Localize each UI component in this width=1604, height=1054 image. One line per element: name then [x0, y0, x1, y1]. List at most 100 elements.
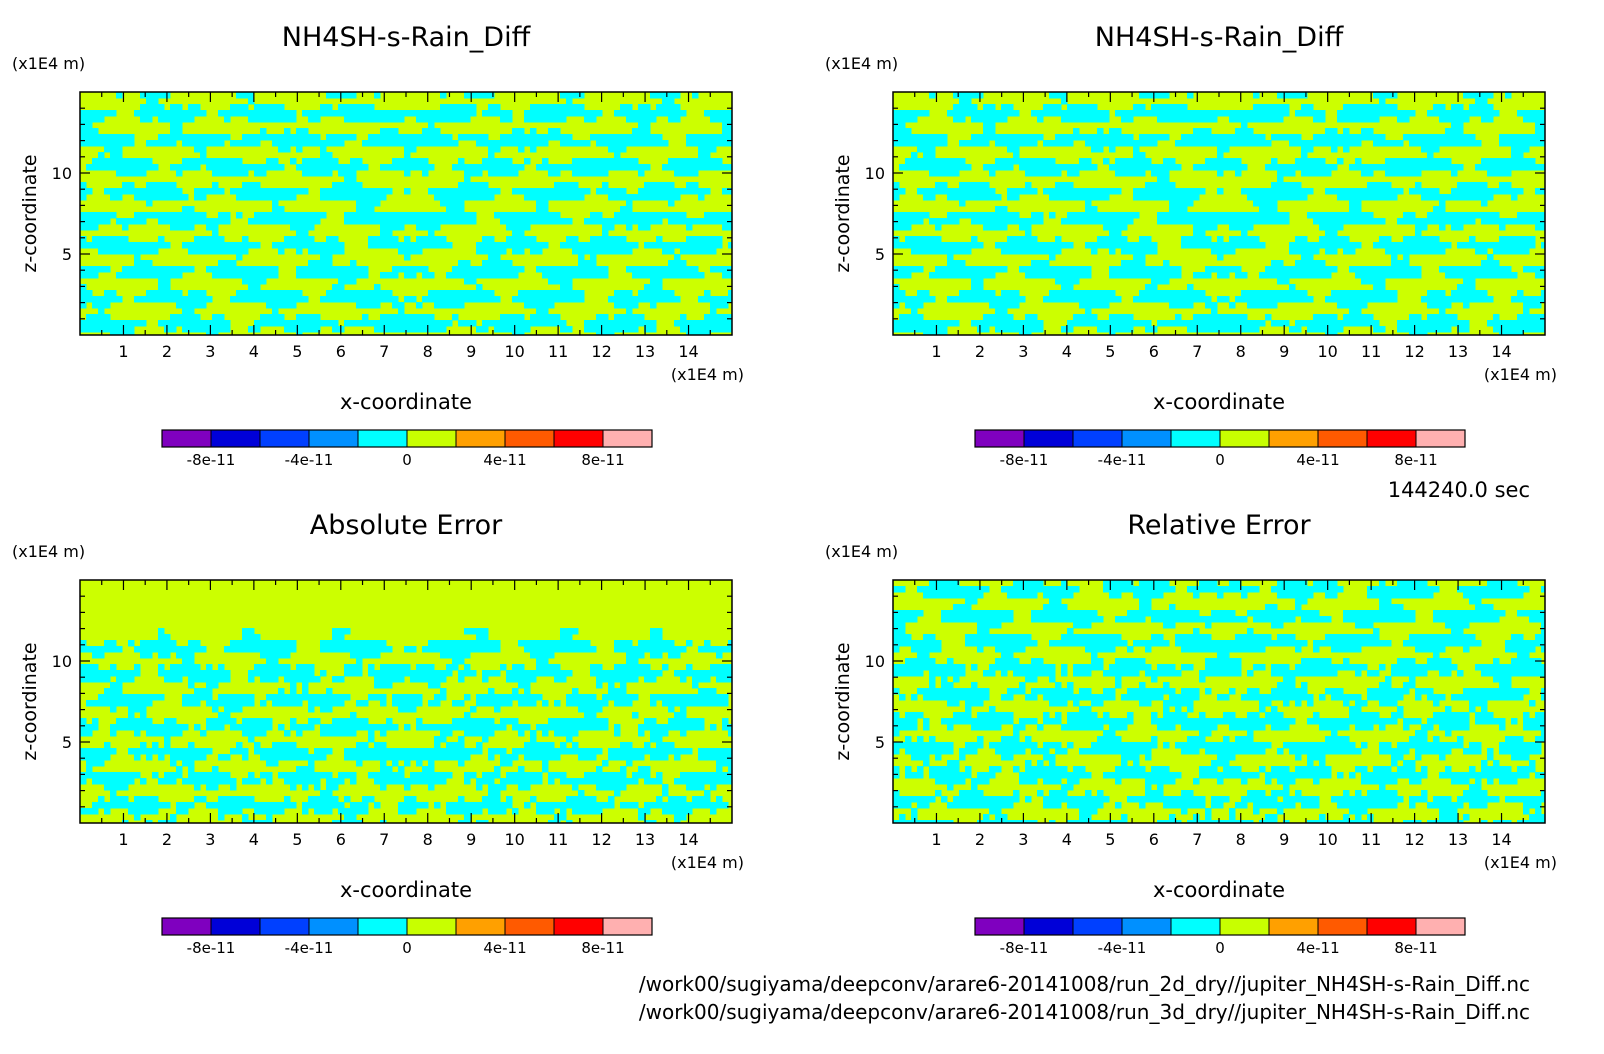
colorbar-label: 8e-11: [1394, 451, 1437, 469]
colorbar-band: [554, 430, 604, 447]
colorbar-label: 8e-11: [581, 939, 624, 957]
colorbar-label: 0: [1215, 451, 1225, 469]
contour-fill: [893, 580, 1545, 823]
colorbar-label: 4e-11: [1296, 451, 1339, 469]
colorbar-label: 4e-11: [1296, 939, 1339, 957]
x-tick-label: 5: [1105, 830, 1115, 849]
y-unit-label: (x1E4 m): [12, 542, 85, 561]
y-tick-label: 10: [865, 164, 885, 183]
colorbar-band: [1367, 918, 1417, 935]
x-tick-label: 5: [292, 830, 302, 849]
x-tick-label: 4: [1062, 342, 1072, 361]
x-tick-label: 10: [504, 342, 524, 361]
x-tick-label: 9: [1279, 342, 1289, 361]
colorbar-band: [505, 918, 555, 935]
colorbar-band: [1122, 918, 1172, 935]
chart-panel-2: NH4SH-s-Rain_Diff(x1E4 m)1 2 3 4 5 6 7 8 9 10 11 12…: [825, 22, 1557, 469]
x-tick-label: 10: [1317, 830, 1337, 849]
colorbar-band: [1269, 918, 1319, 935]
colorbar-band: [554, 918, 604, 935]
x-unit-label: (x1E4 m): [671, 853, 744, 872]
x-tick-label: 11: [1361, 342, 1381, 361]
y-tick-label: 10: [52, 652, 72, 671]
file-path-3d: /work00/sugiyama/deepconv/arare6-2014100…: [639, 1000, 1530, 1024]
colorbar-band: [1171, 430, 1221, 447]
x-tick-label: 11: [548, 830, 568, 849]
colorbar-label: 8e-11: [581, 451, 624, 469]
x-tick-label: 14: [1491, 830, 1511, 849]
x-tick-label: 12: [1404, 830, 1424, 849]
colorbar-label: -8e-11: [1000, 939, 1049, 957]
x-tick-label: 6: [1149, 342, 1159, 361]
y-axis-label: z-coordinate: [832, 642, 854, 760]
x-tick-label: 3: [205, 342, 215, 361]
x-tick-label: 6: [336, 830, 346, 849]
y-unit-label: (x1E4 m): [825, 542, 898, 561]
x-tick-label: 13: [635, 342, 655, 361]
y-tick-label: 5: [875, 733, 885, 752]
colorbar-band: [1416, 918, 1466, 935]
file-path-2d: /work00/sugiyama/deepconv/arare6-2014100…: [639, 972, 1530, 996]
colorbar-band: [456, 430, 506, 447]
x-tick-label: 13: [1448, 342, 1468, 361]
x-tick-label: 7: [379, 830, 389, 849]
colorbar-label: 4e-11: [483, 451, 526, 469]
chart-panel-1: NH4SH-s-Rain_Diff(x1E4 m)1 2 3 4 5 6 7 8 9 10 11 12…: [12, 22, 744, 469]
colorbar-band: [1024, 918, 1074, 935]
y-tick-label: 5: [875, 245, 885, 264]
chart-title: NH4SH-s-Rain_Diff: [1095, 22, 1345, 53]
x-tick-label: 14: [1491, 342, 1511, 361]
y-tick-label: 5: [62, 245, 72, 264]
colorbar-label: -8e-11: [1000, 451, 1049, 469]
x-tick-label: 5: [292, 342, 302, 361]
x-unit-label: (x1E4 m): [1484, 853, 1557, 872]
colorbar-band: [456, 918, 506, 935]
x-tick-label: 3: [205, 830, 215, 849]
colorbar-band: [505, 430, 555, 447]
colorbar-band: [407, 918, 457, 935]
colorbar-label: -4e-11: [1098, 451, 1147, 469]
colorbar-band: [1073, 918, 1123, 935]
colorbar-band: [162, 430, 212, 447]
colorbar: -8e-11 -4e-11 0 4e-11 8e-11: [974, 429, 1466, 469]
x-tick-label: 1: [931, 342, 941, 361]
x-tick-label: 6: [336, 342, 346, 361]
colorbar-band: [1073, 430, 1123, 447]
colorbar-band: [407, 430, 457, 447]
colorbar-band: [162, 918, 212, 935]
colorbar-band: [358, 918, 408, 935]
x-axis-label: x-coordinate: [1153, 390, 1285, 414]
colorbar-band: [1367, 430, 1417, 447]
colorbar-band: [975, 430, 1025, 447]
colorbar-band: [309, 430, 359, 447]
colorbar-band: [1416, 430, 1466, 447]
colorbar-label: -8e-11: [187, 451, 236, 469]
chart-title: Relative Error: [1127, 510, 1311, 541]
colorbar-band: [260, 918, 310, 935]
x-tick-label: 2: [162, 830, 172, 849]
y-axis-label: z-coordinate: [19, 154, 41, 272]
colorbar: -8e-11 -4e-11 0 4e-11 8e-11: [974, 917, 1466, 957]
contour-fill: [80, 580, 732, 823]
x-tick-label: 13: [635, 830, 655, 849]
colorbar-band: [603, 430, 653, 447]
y-axis-label: z-coordinate: [832, 154, 854, 272]
x-tick-label: 2: [162, 342, 172, 361]
timestamp-label: 144240.0 sec: [1388, 478, 1530, 502]
x-tick-label: 9: [1279, 830, 1289, 849]
contour-fill: [80, 92, 732, 335]
colorbar-label: 8e-11: [1394, 939, 1437, 957]
x-tick-label: 3: [1018, 830, 1028, 849]
x-tick-label: 7: [1192, 342, 1202, 361]
colorbar-band: [1318, 430, 1368, 447]
y-unit-label: (x1E4 m): [12, 54, 85, 73]
y-tick-label: 10: [52, 164, 72, 183]
x-tick-label: 4: [249, 342, 259, 361]
x-tick-label: 1: [118, 830, 128, 849]
colorbar-band: [211, 430, 261, 447]
chart-panel-4: Relative Error(x1E4 m)1 2 3 4 5 6 7 8 9 10 11 12 13 1…: [825, 510, 1557, 957]
colorbar-label: -4e-11: [285, 451, 334, 469]
x-axis-label: x-coordinate: [340, 390, 472, 414]
colorbar: -8e-11 -4e-11 0 4e-11 8e-11: [161, 429, 653, 469]
x-tick-label: 7: [379, 342, 389, 361]
